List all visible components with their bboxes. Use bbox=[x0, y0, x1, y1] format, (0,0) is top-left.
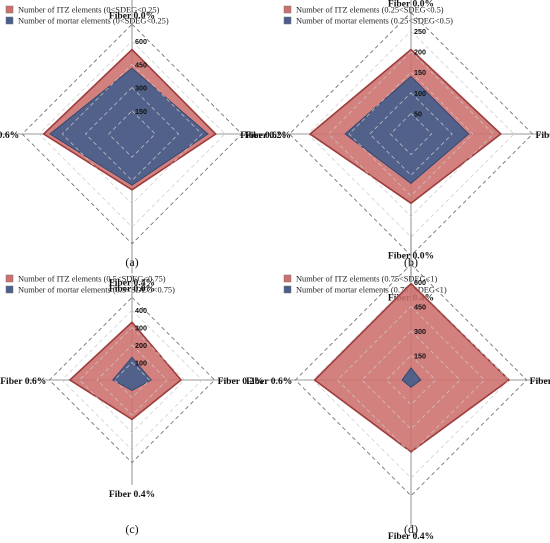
grid-ring bbox=[38, 40, 226, 228]
axis-label-fiber-0-0: Fiber 0.0% bbox=[109, 283, 155, 294]
axis-label-fiber-0-0: Fiber 0.0% bbox=[388, 0, 434, 9]
grid-ring bbox=[389, 112, 433, 156]
panel-caption: (c) bbox=[125, 522, 138, 536]
panel-caption: (d) bbox=[404, 522, 418, 536]
legend-swatch bbox=[283, 5, 292, 14]
axis-label-fiber-0-4: Fiber 0.4% bbox=[388, 531, 434, 542]
legend-entry: Number of mortar elements (0.75<SDEG<1) bbox=[296, 286, 447, 295]
tick-label: 200 bbox=[135, 341, 147, 350]
axis-label-fiber-0-2: Fiber 0.2% bbox=[218, 376, 264, 387]
legend-swatch bbox=[5, 16, 14, 25]
tick-label: 150 bbox=[414, 68, 426, 77]
axis-label-fiber-0-6: Fiber 0.6% bbox=[0, 130, 19, 141]
series-mortar-area bbox=[401, 367, 422, 388]
grid-ring bbox=[307, 30, 515, 238]
grid-ring bbox=[386, 355, 436, 405]
series-mortar-area bbox=[49, 67, 209, 186]
series-mortar-area bbox=[112, 356, 152, 391]
legend-swatch bbox=[5, 285, 14, 294]
panel-caption: (a) bbox=[125, 255, 138, 269]
axis-label-fiber-0-2: Fiber 0.2% bbox=[530, 376, 550, 387]
grid-ring bbox=[348, 71, 474, 197]
tick-label: 450 bbox=[135, 60, 147, 69]
tick-label: 600 bbox=[135, 37, 147, 46]
legend-swatch bbox=[5, 274, 14, 283]
axis-label-fiber-0-2: Fiber 0.2% bbox=[536, 130, 550, 141]
grid-ring bbox=[328, 51, 494, 217]
axis-label-fiber-0-0: Fiber 0.0% bbox=[109, 10, 155, 21]
grid-ring bbox=[79, 327, 185, 433]
legend-entry: Number of mortar elements (0<SDEG<0.25) bbox=[18, 17, 169, 26]
tick-label: 50 bbox=[414, 109, 422, 118]
legend-entry: Number of mortar elements (0.5<SDEG<0.75… bbox=[18, 286, 175, 295]
tick-label: 600 bbox=[414, 278, 426, 287]
legend-entry: Number of ITZ elements (0<SDEG<0.25) bbox=[18, 6, 160, 15]
grid-ring bbox=[108, 110, 156, 158]
legend-swatch bbox=[283, 274, 292, 283]
series-mortar-area bbox=[344, 75, 470, 184]
grid-ring bbox=[312, 281, 510, 479]
grid-ring bbox=[337, 306, 485, 454]
legend-entry: Number of ITZ elements (0.5<SDEG<0.75) bbox=[18, 275, 166, 284]
grid-ring bbox=[61, 63, 203, 205]
axis-label-fiber-0-0: Fiber 0.0% bbox=[388, 250, 434, 261]
tick-label: 100 bbox=[414, 89, 426, 98]
axis-label-fiber-0-6: Fiber 0.6% bbox=[240, 130, 286, 141]
tick-label: 300 bbox=[135, 84, 147, 93]
tick-label: 200 bbox=[414, 48, 426, 57]
grid-ring bbox=[369, 92, 453, 176]
axis-label-fiber-0-6: Fiber 0.6% bbox=[246, 376, 292, 387]
legend-swatch bbox=[283, 16, 292, 25]
panel-d: Number of ITZ elements (0.75<SDEG<1) Numb… bbox=[246, 233, 550, 542]
panel-c: Number of ITZ elements (0.5<SDEG<0.75) Nu… bbox=[0, 275, 264, 537]
panel-b: Number of ITZ elements (0.25<SDEG<0.5) Nu… bbox=[240, 0, 550, 304]
legend-swatch bbox=[283, 285, 292, 294]
legend-entry: Number of mortar elements (0.25<SDEG<0.5… bbox=[296, 17, 453, 26]
tick-label: 150 bbox=[135, 107, 147, 116]
axis-label-fiber-0-6: Fiber 0.6% bbox=[0, 376, 46, 387]
tick-label: 450 bbox=[414, 303, 426, 312]
tick-label: 250 bbox=[414, 27, 426, 36]
tick-label: 400 bbox=[135, 306, 147, 315]
legend-entry: Number of ITZ elements (0.25<SDEG<0.5) bbox=[296, 6, 444, 15]
grid-ring bbox=[96, 344, 168, 416]
series-itz-area bbox=[313, 282, 511, 453]
tick-label: 150 bbox=[414, 352, 426, 361]
axis-label-fiber-0-4: Fiber 0.4% bbox=[109, 489, 155, 500]
axis-label-fiber-0-2: Fiber 0.2% bbox=[245, 130, 291, 141]
tick-label: 100 bbox=[135, 359, 147, 368]
legend-swatch bbox=[5, 5, 14, 14]
legend-entry: Number of ITZ elements (0.75<SDEG<1) bbox=[296, 275, 438, 284]
grid-ring bbox=[114, 362, 150, 398]
tick-label: 300 bbox=[414, 327, 426, 336]
grid-ring bbox=[61, 309, 203, 451]
panel-a: Number of ITZ elements (0<SDEG<0.25) Numb… bbox=[0, 0, 291, 289]
tick-label: 300 bbox=[135, 324, 147, 333]
grid-ring bbox=[85, 87, 179, 181]
